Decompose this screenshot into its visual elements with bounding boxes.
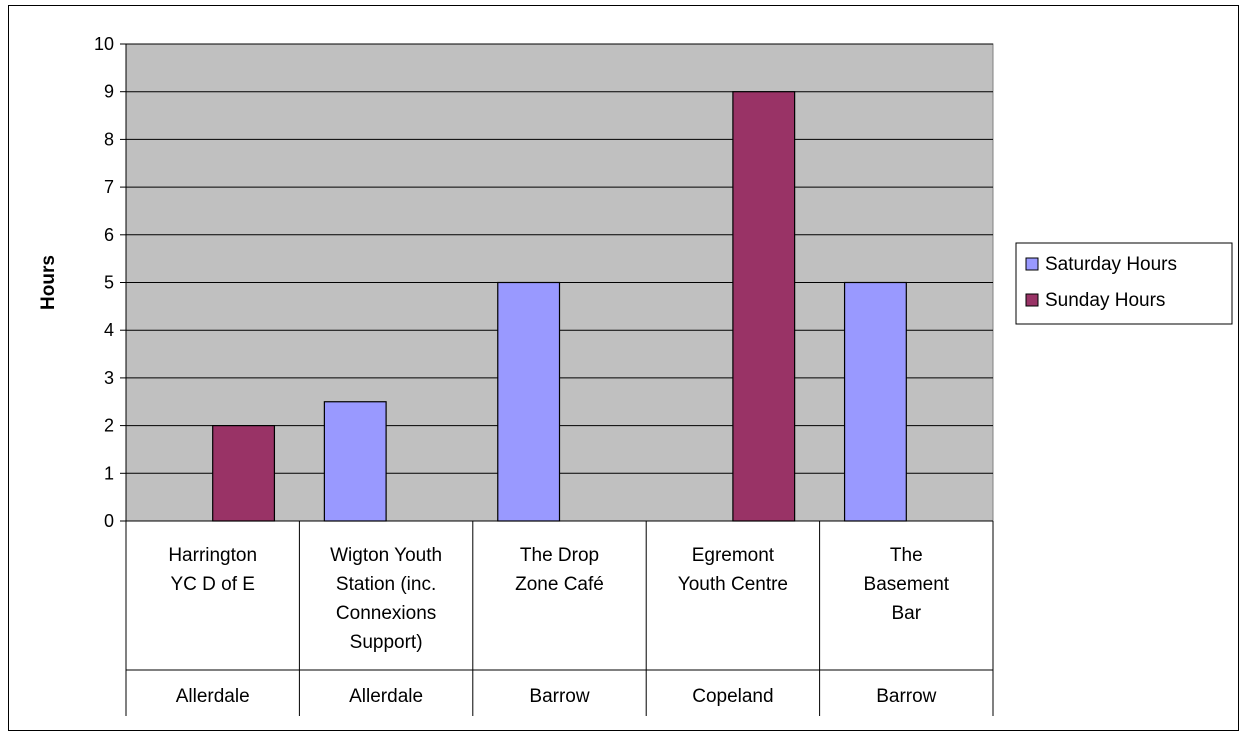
y-tick-label: 3 <box>104 368 114 388</box>
category-label-line: Youth Centre <box>678 574 788 595</box>
group-label: Barrow <box>876 686 936 707</box>
bar-sunday-hours <box>732 91 796 522</box>
y-tick-label: 5 <box>104 273 114 293</box>
group-label: Allerdale <box>349 686 423 707</box>
category-label-line: Egremont <box>692 545 775 566</box>
group-label: Barrow <box>529 686 589 707</box>
bar-saturday-hours <box>497 281 561 522</box>
category-label-line: The <box>890 545 923 566</box>
y-tick-label: 10 <box>94 34 114 54</box>
y-tick-label: 4 <box>104 320 114 340</box>
category-label: Harrington YC D of E <box>168 545 257 595</box>
group-label: Copeland <box>692 686 773 707</box>
bar-saturday-hours <box>323 401 387 522</box>
legend-label: Sunday Hours <box>1045 290 1165 311</box>
y-tick-label: 0 <box>104 511 114 531</box>
legend-swatch <box>1025 257 1039 271</box>
legend-swatch <box>1025 293 1039 307</box>
y-tick-label: 1 <box>104 463 114 483</box>
category-label-line: YC D of E <box>170 574 254 595</box>
y-tick-label: 6 <box>104 225 114 245</box>
category-label: Wigton Youth Station (inc. Connexions Suppo… <box>330 545 442 653</box>
group-label: Allerdale <box>176 686 250 707</box>
category-label-line: Support) <box>350 632 423 653</box>
bar-saturday-hours <box>843 281 907 522</box>
category-label-line: Wigton Youth <box>330 545 442 566</box>
category-label-line: Bar <box>892 603 922 624</box>
y-tick-label: 2 <box>104 416 114 436</box>
category-label-line: Zone Café <box>515 574 604 595</box>
y-axis-label: Hours <box>38 255 59 310</box>
y-tick-label: 8 <box>104 129 114 149</box>
category-label: The Basement Bar <box>864 545 950 624</box>
legend-box <box>1015 242 1233 325</box>
y-tick-label: 7 <box>104 177 114 197</box>
category-label-line: Basement <box>864 574 950 595</box>
category-label-line: The Drop <box>520 545 599 566</box>
category-label-line: Harrington <box>168 545 257 566</box>
legend-label: Saturday Hours <box>1045 254 1177 275</box>
bar-sunday-hours <box>212 425 276 522</box>
category-label-line: Connexions <box>336 603 436 624</box>
category-label: The Drop Zone Café <box>515 545 604 595</box>
category-label-line: Station (inc. <box>336 574 436 595</box>
y-tick-label: 9 <box>104 82 114 102</box>
category-label: Egremont Youth Centre <box>678 545 788 595</box>
